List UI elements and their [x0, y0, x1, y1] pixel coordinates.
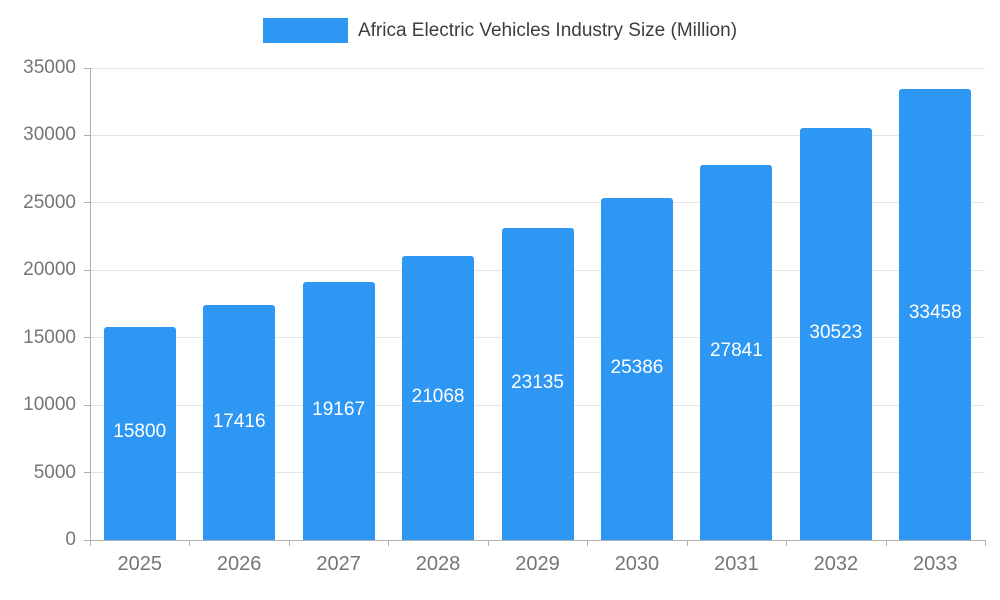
bar	[203, 305, 276, 540]
y-axis-tick	[84, 202, 90, 204]
x-axis-label: 2031	[714, 553, 759, 575]
x-axis-label: 2026	[216, 553, 262, 575]
x-axis-tick	[786, 540, 787, 546]
bar	[799, 128, 872, 540]
x-axis-tick	[587, 540, 588, 546]
bar	[700, 164, 773, 540]
x-axis-label: 2032	[813, 553, 859, 575]
x-axis-tick	[388, 540, 389, 546]
y-axis-label: 5000	[33, 461, 76, 483]
y-axis-line	[90, 68, 91, 540]
bar-value-label: 21068	[411, 385, 465, 407]
y-axis-tick	[84, 67, 90, 69]
y-axis-tick	[84, 472, 90, 474]
y-axis-label: 25000	[23, 191, 76, 213]
y-axis-tick	[84, 269, 90, 271]
x-axis-label: 2028	[415, 553, 461, 575]
legend-swatch	[262, 18, 348, 43]
bar-value-label: 27841	[709, 340, 763, 362]
x-axis-tick	[985, 540, 986, 546]
gridline	[90, 134, 985, 136]
x-axis-tick	[687, 540, 688, 546]
x-axis-tick	[886, 540, 887, 546]
y-axis-tick	[84, 134, 90, 136]
bar-value-label: 15800	[113, 421, 167, 443]
x-axis-tick	[488, 540, 489, 546]
y-axis-label: 30000	[23, 124, 76, 146]
bar	[302, 281, 375, 540]
x-axis-line	[90, 540, 986, 541]
y-axis-tick	[84, 539, 90, 541]
bar	[402, 255, 475, 540]
bar-value-label: 17416	[212, 410, 266, 432]
bar	[501, 228, 574, 540]
y-axis-label: 10000	[23, 394, 76, 416]
x-axis-tick	[189, 540, 190, 546]
bar-value-label: 25386	[610, 356, 664, 378]
chart-title: Africa Electric Vehicles Industry Size (…	[357, 19, 738, 41]
bar-value-label: 30523	[809, 322, 863, 344]
x-axis-label: 2025	[117, 553, 162, 575]
y-axis-tick	[84, 404, 90, 406]
x-axis-label: 2033	[913, 553, 958, 575]
bar	[103, 326, 176, 540]
bar-value-label: 19167	[312, 398, 366, 420]
y-axis-label: 20000	[23, 259, 76, 281]
bar-value-label: 23135	[511, 372, 564, 393]
x-axis-label: 2029	[515, 553, 560, 575]
bar	[600, 197, 673, 540]
bar	[899, 88, 972, 540]
y-axis-label: 0	[65, 529, 76, 550]
gridline	[90, 202, 985, 204]
plot-area: 15800 17416 19167 21068 23135 25386 27841 30523…	[90, 67, 985, 540]
x-axis-label: 2030	[614, 553, 660, 575]
bar-value-label: 33458	[908, 302, 962, 324]
legend: Africa Electric Vehicles Industry Size (…	[0, 18, 1000, 43]
y-axis-label: 15000	[23, 326, 76, 348]
y-axis-tick	[84, 337, 90, 339]
x-axis-tick	[289, 540, 290, 546]
x-axis-label: 2027	[316, 553, 361, 575]
x-axis-tick	[90, 540, 91, 546]
y-axis-label: 35000	[23, 57, 76, 78]
gridline	[90, 67, 985, 69]
